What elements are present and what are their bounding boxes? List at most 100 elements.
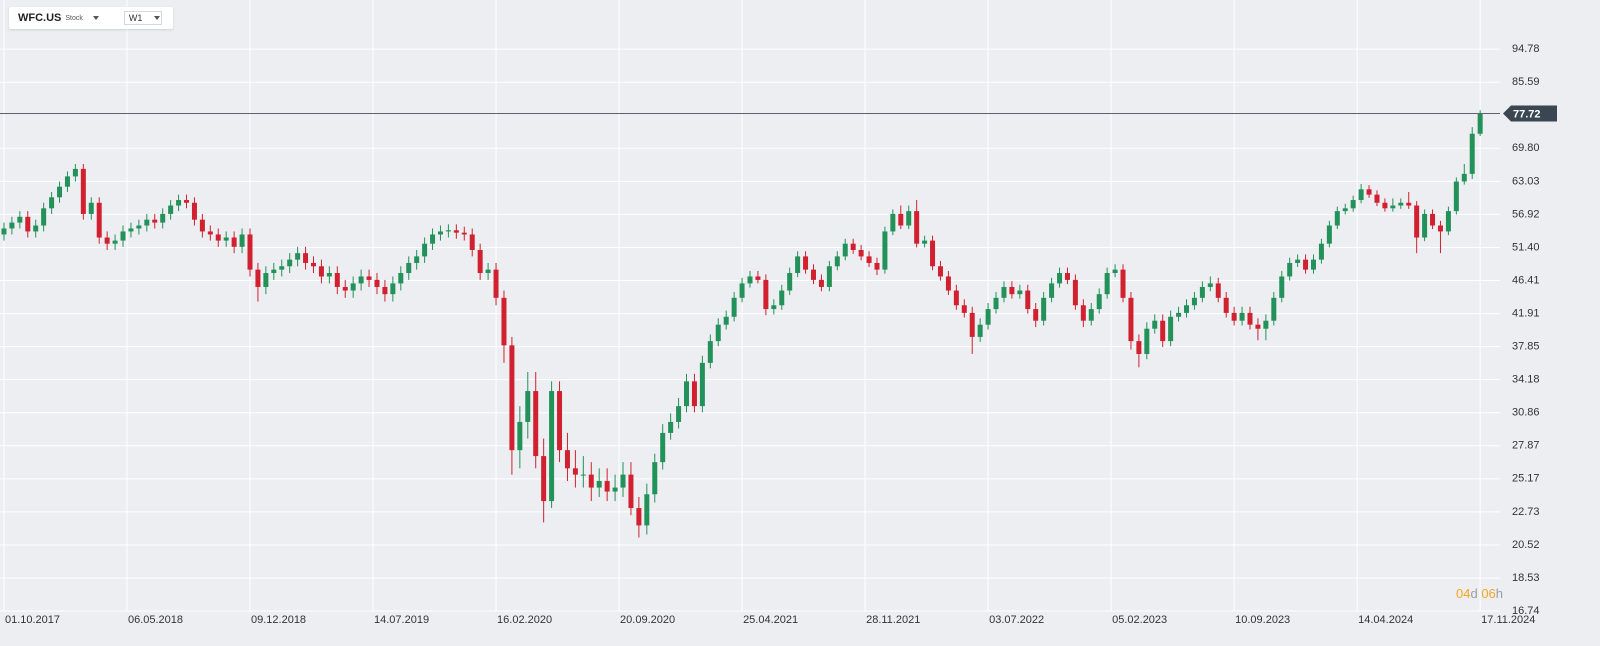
- candle-body: [406, 262, 412, 274]
- countdown-hours: 06: [1481, 586, 1496, 601]
- candle-body: [1120, 269, 1126, 298]
- candle-body: [1437, 225, 1443, 232]
- candle-body: [1390, 205, 1396, 209]
- x-tick-label: 10.09.2023: [1235, 614, 1290, 626]
- candle-body: [1271, 297, 1277, 321]
- symbol-dropdown[interactable]: [92, 16, 99, 20]
- candle-body: [850, 243, 856, 250]
- candle-body: [533, 391, 539, 457]
- timeframe-dropdown[interactable]: [154, 16, 161, 20]
- candle-body: [1374, 194, 1380, 203]
- y-tick-label: 16.74: [1512, 605, 1540, 617]
- symbol[interactable]: WFC.US: [18, 12, 62, 24]
- candle-body: [239, 234, 245, 247]
- candle-body: [350, 283, 356, 291]
- candle-body: [1191, 297, 1197, 306]
- candle-body: [199, 219, 205, 232]
- candle-body: [184, 200, 190, 203]
- candle-body: [628, 474, 634, 509]
- candle-body: [191, 202, 197, 220]
- candle-body: [874, 262, 880, 270]
- candle-body: [136, 225, 142, 229]
- candle-body: [366, 276, 372, 280]
- y-tick-label: 69.80: [1512, 142, 1540, 154]
- candle-body: [596, 481, 602, 488]
- candle-body: [557, 391, 563, 451]
- candle-body: [739, 283, 745, 298]
- candle-body: [176, 200, 182, 206]
- timeframe-select[interactable]: W1: [123, 11, 162, 25]
- candle-body: [1350, 200, 1356, 209]
- candle-body: [168, 205, 174, 214]
- candle-body: [1215, 283, 1221, 298]
- candle-body: [358, 276, 364, 284]
- candle-body: [1469, 133, 1475, 174]
- candle-body: [9, 222, 15, 229]
- candle-body: [620, 474, 626, 488]
- candle-body: [1303, 259, 1309, 270]
- candle-body: [676, 406, 682, 422]
- candle-body: [334, 273, 340, 287]
- x-tick-label: 28.11.2021: [866, 614, 920, 626]
- candle-body: [1168, 316, 1174, 342]
- candle-body: [25, 216, 31, 232]
- candle-body: [898, 213, 904, 226]
- candle-body: [1128, 297, 1134, 342]
- candle-body: [390, 283, 396, 295]
- x-tick-label: 05.02.2023: [1112, 614, 1167, 626]
- candle-body: [318, 266, 324, 277]
- candle-body: [914, 211, 920, 244]
- candle-body: [1334, 211, 1340, 226]
- y-tick-label: 34.18: [1512, 374, 1540, 386]
- candle-body: [1239, 312, 1245, 321]
- candle-body: [906, 211, 912, 226]
- candle-body: [882, 231, 888, 270]
- candle-body: [1057, 273, 1063, 284]
- x-tick-label: 06.05.2018: [128, 614, 183, 626]
- candle-body: [231, 237, 237, 247]
- x-tick-label: 20.09.2020: [620, 614, 675, 626]
- candle-body: [57, 186, 63, 198]
- candle-body: [763, 279, 769, 310]
- candle-body: [1231, 312, 1237, 321]
- candle-body: [1184, 305, 1190, 313]
- candle-body: [652, 462, 658, 495]
- candle-body: [549, 391, 555, 502]
- candle-body: [977, 324, 983, 337]
- candle-body: [1358, 189, 1364, 201]
- candle-body: [493, 269, 499, 298]
- candle-body: [1080, 305, 1086, 321]
- candle-body: [1025, 290, 1031, 310]
- candle-body: [477, 249, 483, 274]
- candle-body: [1207, 283, 1213, 287]
- candle-body: [826, 266, 832, 287]
- candle-body: [588, 474, 594, 488]
- candle-body: [1295, 259, 1301, 263]
- candle-body: [17, 216, 23, 223]
- x-tick-label: 14.07.2019: [374, 614, 429, 626]
- candle-body: [1088, 309, 1094, 321]
- x-tick-label: 16.02.2020: [497, 614, 552, 626]
- y-tick-label: 20.52: [1512, 539, 1540, 551]
- y-tick-label: 37.85: [1512, 341, 1540, 353]
- candle-body: [326, 273, 332, 277]
- y-tick-label: 46.41: [1512, 274, 1540, 286]
- candle-body: [112, 240, 118, 244]
- candle-body: [453, 230, 459, 233]
- candle-body: [541, 456, 547, 502]
- candle-body: [1310, 259, 1316, 270]
- candle-body: [644, 494, 650, 526]
- candle-body: [1287, 262, 1293, 277]
- candle-body: [922, 240, 928, 244]
- candle-body: [1144, 328, 1150, 354]
- candle-body: [1445, 211, 1451, 232]
- candle-body: [1160, 320, 1166, 342]
- y-tick-label: 30.86: [1512, 407, 1540, 419]
- candle-body: [668, 421, 674, 433]
- candle-body: [263, 273, 269, 287]
- candle-body: [604, 481, 610, 492]
- y-tick-label: 94.78: [1512, 43, 1540, 55]
- candle-body: [580, 474, 586, 476]
- y-tick-label: 85.59: [1512, 76, 1540, 88]
